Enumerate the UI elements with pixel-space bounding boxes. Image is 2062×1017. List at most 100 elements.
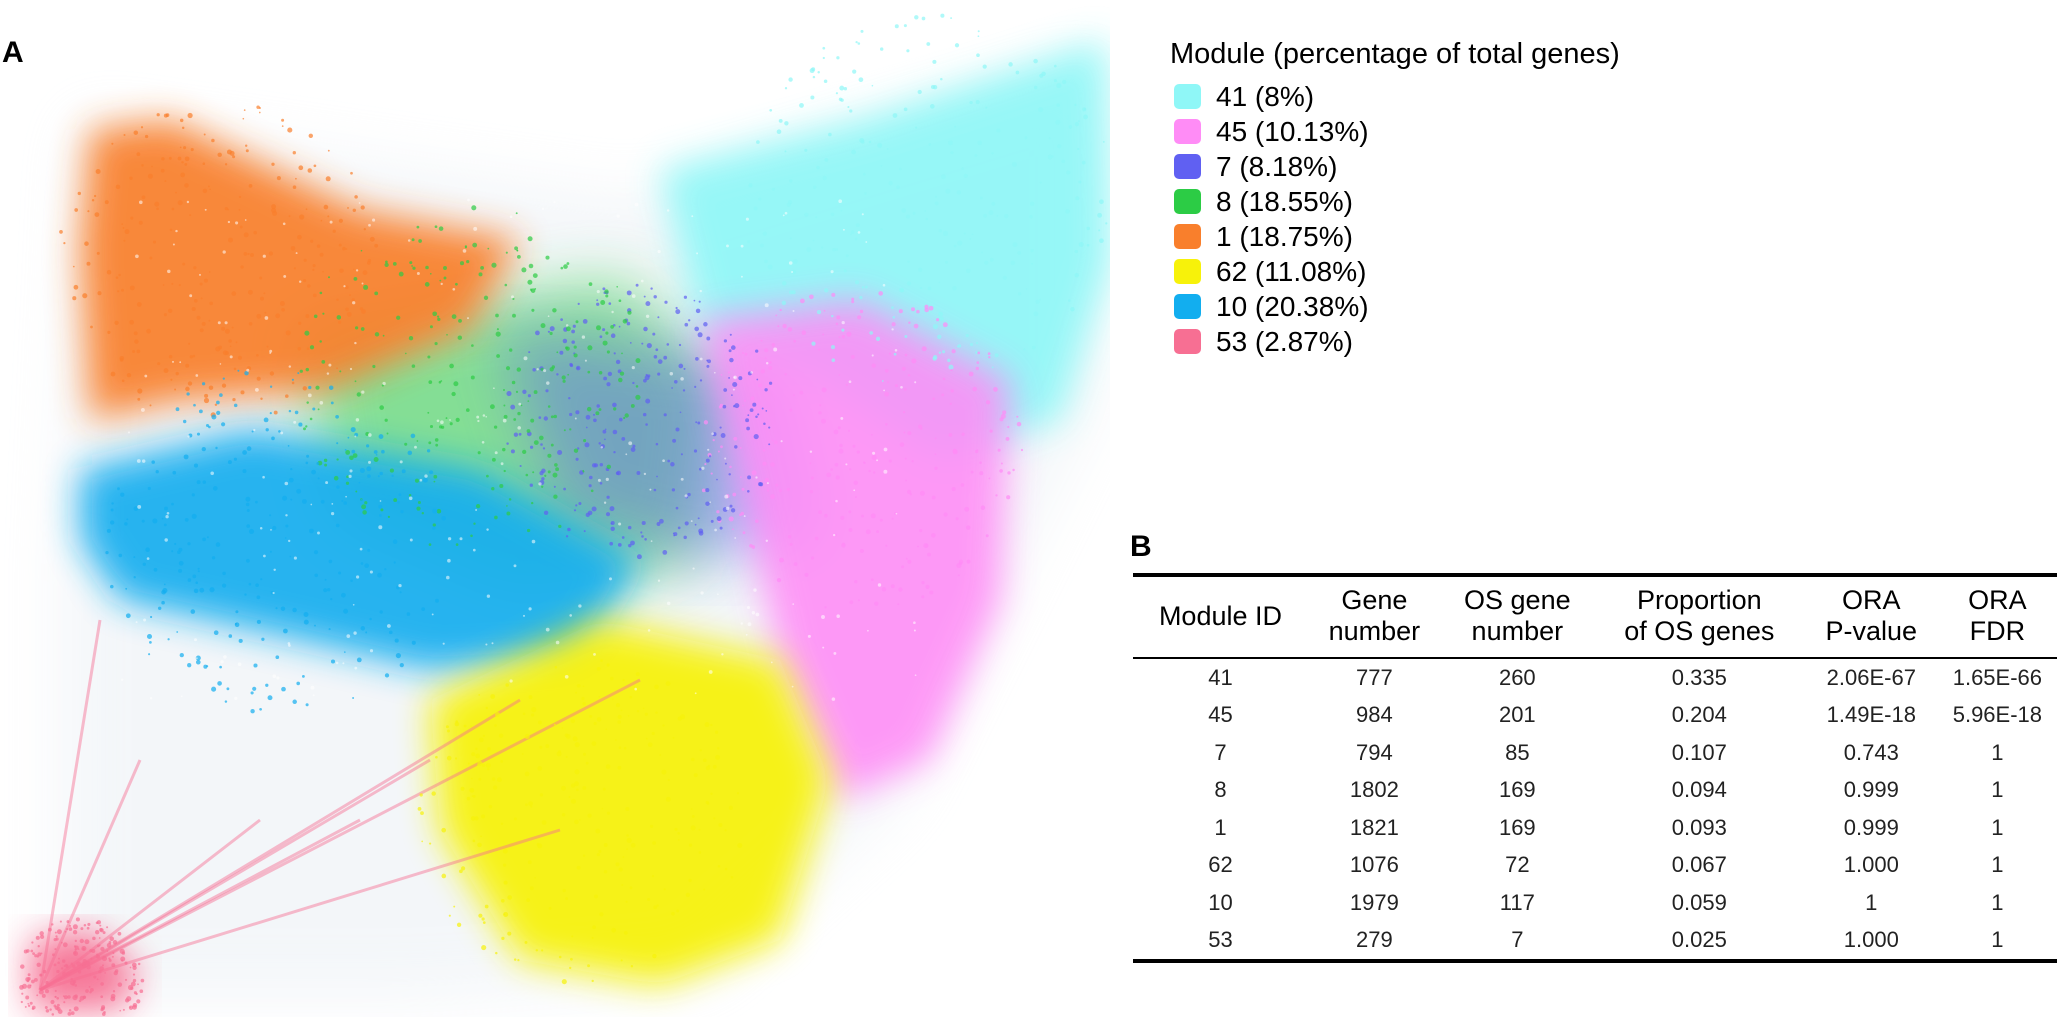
gene-node (947, 358, 951, 362)
gene-node (1016, 415, 1019, 418)
gene-node (21, 992, 24, 995)
texture-dot (553, 200, 556, 204)
gene-node (186, 392, 190, 396)
texture-dot (141, 459, 146, 463)
gene-node (672, 532, 675, 535)
gene-node (610, 333, 616, 339)
gene-node (657, 359, 663, 364)
gene-node (195, 581, 198, 584)
gene-node (776, 577, 782, 583)
gene-node (860, 140, 865, 144)
gene-node (63, 995, 68, 1000)
gene-node (87, 210, 90, 213)
gene-node (174, 542, 177, 546)
gene-node (332, 229, 336, 233)
column-header-text: number (1471, 616, 1564, 646)
gene-node (341, 499, 344, 502)
gene-node (771, 343, 776, 347)
gene-node (267, 695, 273, 701)
gene-node (327, 215, 330, 218)
gene-node (760, 369, 765, 374)
gene-node (119, 358, 124, 362)
gene-node (133, 331, 138, 336)
gene-node (170, 378, 173, 381)
gene-node (656, 475, 658, 478)
texture-dot (398, 583, 402, 588)
gene-node (595, 325, 602, 331)
gene-node (578, 501, 582, 506)
gene-node (646, 343, 652, 349)
gene-node (506, 505, 508, 507)
gene-node (854, 496, 857, 498)
gene-node (275, 655, 280, 660)
gene-node (843, 269, 847, 273)
gene-node (345, 307, 349, 312)
gene-node (336, 442, 339, 445)
gene-node (108, 957, 111, 960)
gene-node (576, 447, 580, 450)
gene-node (976, 53, 980, 58)
gene-node (1029, 201, 1035, 206)
gene-node (437, 317, 441, 322)
gene-node (853, 480, 859, 486)
gene-node (886, 381, 890, 384)
gene-node (957, 574, 960, 577)
gene-node (502, 447, 506, 452)
table-cell: 1.000 (1804, 921, 1938, 963)
gene-node (1006, 495, 1011, 500)
gene-node (436, 508, 442, 514)
legend-swatch (1174, 154, 1201, 179)
gene-node (213, 630, 219, 636)
gene-node (1056, 103, 1060, 107)
gene-node (627, 714, 630, 717)
gene-node (1078, 180, 1082, 184)
gene-node (63, 965, 66, 967)
gene-node (904, 457, 907, 460)
gene-node (112, 940, 118, 945)
gene-node (1002, 275, 1007, 280)
gene-node (177, 200, 183, 206)
gene-node (86, 261, 91, 266)
gene-node (478, 913, 483, 918)
gene-node (37, 945, 40, 948)
gene-node (512, 313, 516, 318)
gene-node (498, 733, 504, 738)
gene-node (908, 321, 911, 324)
gene-node (73, 284, 79, 290)
texture-dot (335, 661, 339, 665)
texture-dot (522, 614, 526, 617)
gene-node (899, 442, 905, 447)
gene-node (503, 880, 508, 885)
gene-node (248, 582, 252, 586)
gene-node (115, 184, 121, 190)
gene-node (362, 270, 368, 276)
gene-node (106, 942, 112, 948)
texture-dot (272, 674, 277, 679)
gene-node (352, 453, 358, 458)
gene-node (233, 367, 237, 371)
gene-node (823, 79, 828, 83)
gene-node (605, 764, 611, 769)
gene-node (287, 127, 293, 133)
gene-node (977, 351, 981, 355)
gene-node (387, 515, 391, 519)
texture-dot (734, 537, 737, 539)
gene-node (655, 442, 659, 446)
gene-node (788, 77, 793, 82)
gene-node (513, 418, 517, 421)
texture-dot (195, 374, 199, 377)
texture-dot (650, 540, 653, 542)
texture-dot (822, 646, 825, 649)
gene-node (21, 983, 28, 989)
gene-node (989, 429, 993, 433)
gene-node (126, 372, 132, 378)
gene-node (192, 354, 196, 358)
gene-node (345, 481, 350, 485)
gene-node (651, 874, 655, 878)
gene-node (671, 488, 676, 492)
gene-node (838, 336, 841, 338)
gene-node (647, 897, 651, 902)
gene-node (60, 941, 63, 944)
gene-node (826, 472, 832, 478)
gene-node (569, 966, 572, 970)
